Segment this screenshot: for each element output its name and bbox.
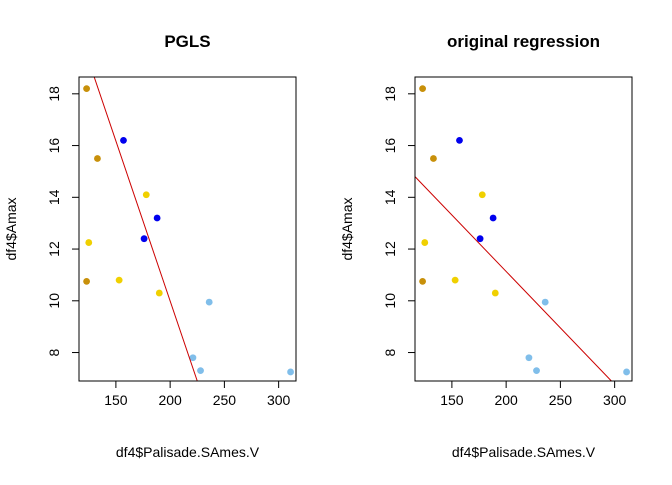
x-axis-label: df4$Palisade.SAmes.V [452,444,596,460]
y-tick-label: 8 [382,348,398,356]
y-tick-label: 16 [382,138,398,154]
data-point [623,368,630,376]
x-axis-label: df4$Palisade.SAmes.V [116,444,260,460]
data-point [189,354,197,362]
data-point [430,155,437,162]
data-point [451,276,459,284]
data-point [541,298,549,306]
data-point [476,235,484,243]
chart-title: PGLS [164,32,210,51]
data-point [491,289,499,297]
data-point [94,155,101,162]
data-point [419,85,426,93]
x-tick-label: 300 [603,392,627,408]
panel-2: original regression 150 200 250 300 8 10 12 14 16… [339,32,633,460]
x-tick-label: 250 [213,392,237,408]
data-point [155,289,163,297]
x-tick-label: 250 [549,392,573,408]
data-point [489,214,497,222]
data-point [197,367,204,375]
data-point [533,367,540,375]
data-point [120,136,127,144]
y-tick-label: 18 [46,86,62,102]
chart-title: original regression [447,32,600,51]
data-point [205,298,213,306]
data-point [525,354,533,362]
y-tick-label: 14 [46,189,62,205]
panel-1: PGLS 150 200 250 300 8 10 12 14 16 18 df4$Palisade.… [3,32,297,460]
y-tick-label: 10 [46,293,62,309]
data-point [478,191,486,199]
regression-line [93,77,198,381]
y-tick-label: 16 [46,138,62,154]
x-tick-label: 150 [104,392,128,408]
y-axis-label: df4$Amax [3,197,19,260]
data-point [140,235,148,243]
regression-line [415,176,612,381]
x-tick-label: 200 [158,392,182,408]
data-point [419,277,426,285]
y-tick-label: 12 [382,241,398,257]
y-tick-label: 8 [46,348,62,356]
data-point [287,368,294,376]
y-axis-label: df4$Amax [339,197,355,260]
data-point [421,239,429,246]
plot-frame [78,76,297,382]
data-point [142,191,150,199]
data-point [115,276,123,284]
y-tick-label: 18 [382,86,398,102]
data-point [456,136,463,144]
x-tick-label: 300 [267,392,291,408]
y-tick-label: 10 [382,293,398,309]
data-point [83,85,90,93]
data-point [85,239,93,246]
y-tick-label: 12 [46,241,62,257]
data-point [83,277,90,285]
y-tick-label: 14 [382,189,398,205]
data-point [153,214,161,222]
plot-frame [414,76,633,382]
x-tick-label: 150 [440,392,464,408]
x-tick-label: 200 [494,392,518,408]
